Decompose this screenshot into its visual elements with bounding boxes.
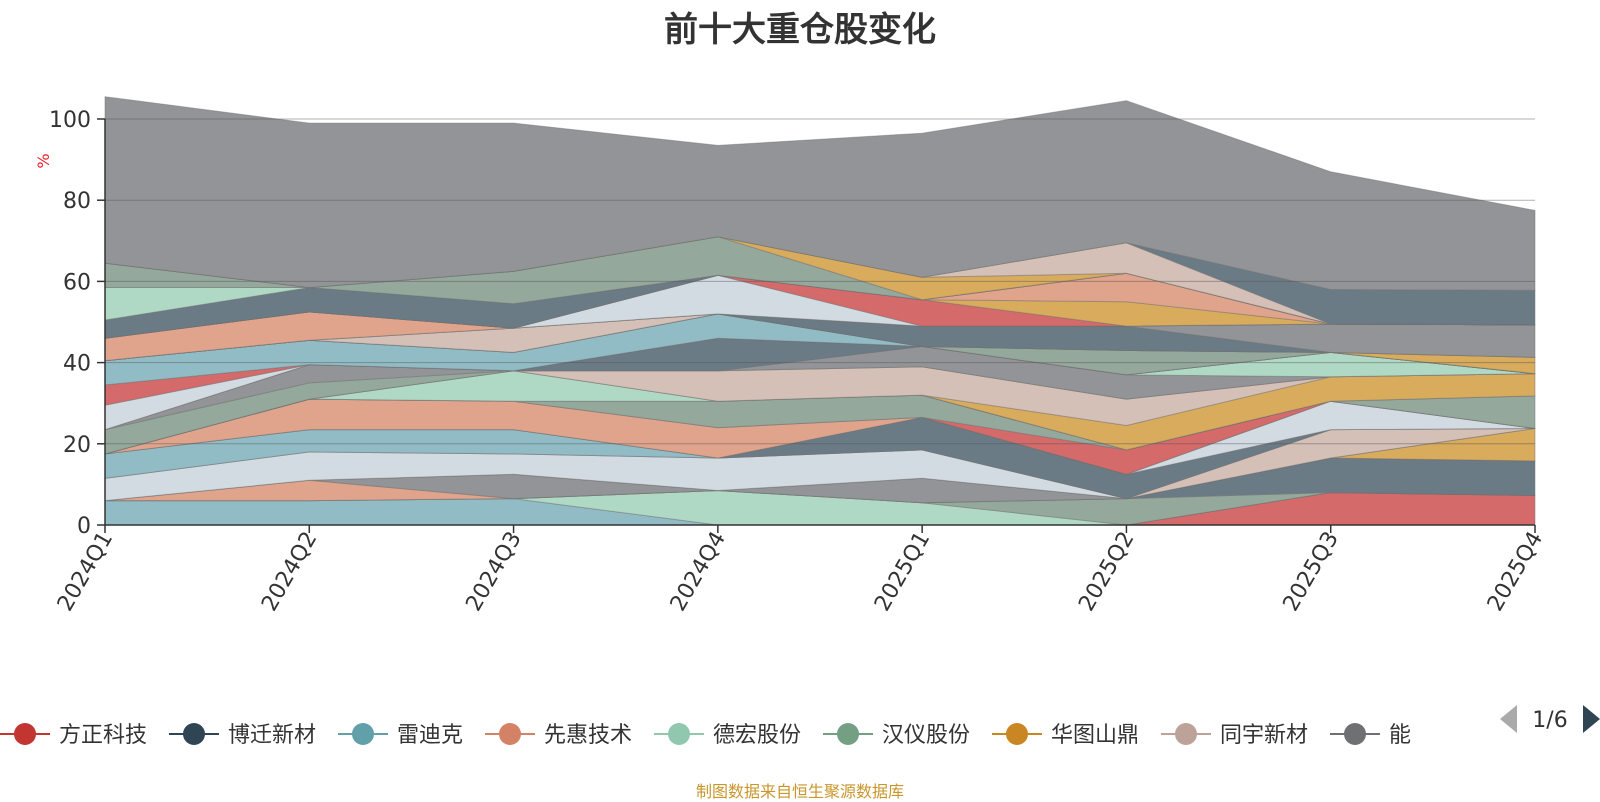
legend-item[interactable]: 先惠技术: [485, 723, 632, 748]
legend-marker-icon: [183, 723, 205, 745]
x-tick-label: 2024Q3: [461, 528, 526, 616]
area-series-44: [104, 236, 1536, 326]
x-tick-label: 2025Q3: [1279, 528, 1344, 616]
legend-label: 华图山鼎: [1051, 723, 1139, 748]
x-tick-label: 2025Q2: [1074, 528, 1139, 616]
x-tick-label: 2025Q1: [870, 528, 935, 616]
y-tick-label: 0: [77, 514, 91, 539]
legend-marker-icon: [837, 723, 859, 745]
legend-label: 能: [1389, 723, 1411, 748]
legend-items: 方正科技 博迁新材 雷迪克 先惠技术 德宏股份 汉仪股份 华图山鼎 同宇新材 能: [0, 723, 1411, 748]
x-tick-label: 2025Q4: [1483, 528, 1548, 616]
legend-label: 雷迪克: [397, 723, 463, 748]
legend-marker-icon: [1006, 723, 1028, 745]
legend-next-icon[interactable]: [1583, 705, 1600, 733]
x-tick-label: 2024Q4: [666, 528, 731, 616]
legend-item[interactable]: 同宇新材: [1161, 723, 1308, 748]
legend-page-indicator: 1/6: [1532, 708, 1567, 733]
y-tick-label: 20: [63, 433, 91, 458]
legend-label: 方正科技: [59, 723, 147, 748]
legend-marker-icon: [1175, 723, 1197, 745]
legend-item[interactable]: 华图山鼎: [992, 723, 1139, 748]
x-tick-label: 2024Q2: [257, 528, 322, 616]
legend-marker-icon: [14, 723, 36, 745]
y-tick-label: 40: [63, 352, 91, 377]
y-axis-label: %: [34, 153, 53, 168]
y-axis-ticks: 0 20 40 60 80 100: [49, 108, 105, 539]
data-source-note: 制图数据来自恒生聚源数据库: [695, 782, 904, 801]
legend-marker-icon: [499, 723, 521, 745]
legend-item[interactable]: 汉仪股份: [823, 723, 970, 748]
chart-title: 前十大重仓股变化: [664, 10, 936, 50]
legend-label: 同宇新材: [1220, 723, 1308, 748]
area-series-9: [104, 427, 1536, 502]
x-tick-label: 2024Q1: [53, 528, 118, 616]
y-tick-label: 80: [63, 189, 91, 214]
legend-label: 博迁新材: [228, 723, 316, 748]
legend[interactable]: 方正科技 博迁新材 雷迪克 先惠技术 德宏股份 汉仪股份 华图山鼎 同宇新材 能: [0, 723, 1411, 748]
y-tick-label: 60: [63, 270, 91, 295]
legend-item[interactable]: 雷迪克: [338, 723, 463, 748]
area-series-group: [104, 96, 1536, 526]
legend-marker-icon: [668, 723, 690, 745]
legend-label: 德宏股份: [713, 723, 801, 748]
legend-prev-icon[interactable]: [1500, 705, 1517, 733]
legend-pager[interactable]: 1/6: [1500, 705, 1600, 733]
y-tick-label: 100: [49, 108, 91, 133]
x-axis-ticks: 2024Q1 2024Q2 2024Q3 2024Q4 2025Q1 2025Q2 2025…: [53, 525, 1548, 616]
legend-item[interactable]: 德宏股份: [654, 723, 801, 748]
legend-item[interactable]: 博迁新材: [169, 723, 316, 748]
area-series-45: [104, 96, 1536, 291]
legend-item[interactable]: 方正科技: [0, 723, 147, 748]
legend-label: 先惠技术: [544, 723, 632, 748]
legend-marker-icon: [1344, 723, 1366, 745]
legend-marker-icon: [352, 723, 374, 745]
legend-label: 汉仪股份: [882, 723, 970, 748]
axes: [104, 119, 1535, 526]
legend-item[interactable]: 能: [1330, 723, 1411, 748]
gridlines: [105, 118, 1535, 445]
